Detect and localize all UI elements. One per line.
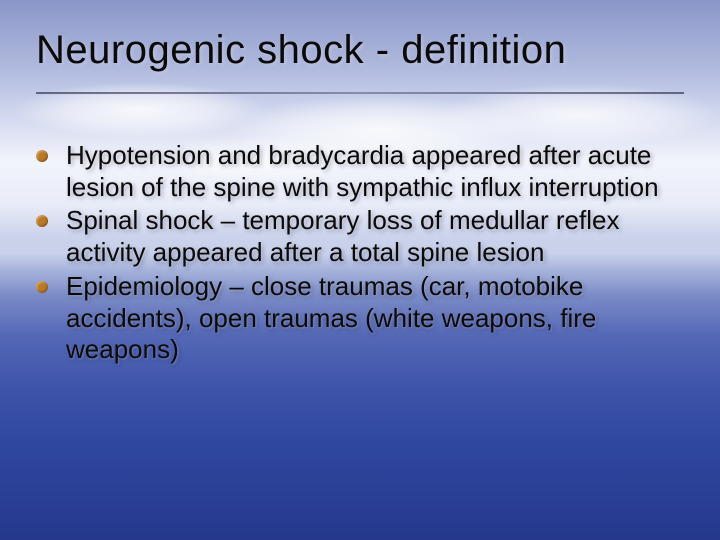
list-item: Hypotension and bradycardia appeared aft…	[36, 140, 684, 203]
slide-body: Hypotension and bradycardia appeared aft…	[36, 140, 684, 368]
bullet-icon	[36, 281, 48, 293]
slide: Neurogenic shock - definition Hypotensio…	[0, 0, 720, 540]
list-item: Epidemiology – close traumas (car, motob…	[36, 271, 684, 366]
item-text: Spinal shock – temporary loss of medulla…	[66, 205, 684, 268]
item-text: Epidemiology – close traumas (car, motob…	[66, 271, 684, 366]
bullet-icon	[36, 150, 48, 162]
item-text: Hypotension and bradycardia appeared aft…	[66, 140, 684, 203]
bullet-icon	[36, 215, 48, 227]
title-underline	[36, 92, 684, 94]
slide-title: Neurogenic shock - definition	[36, 28, 684, 73]
list-item: Spinal shock – temporary loss of medulla…	[36, 205, 684, 268]
